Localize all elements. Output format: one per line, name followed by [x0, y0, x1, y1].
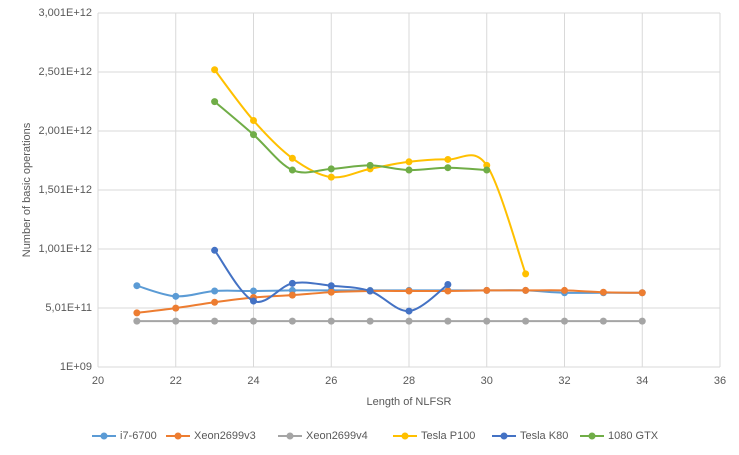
- y-tick-label: 2,501E+12: [38, 66, 92, 78]
- data-point: [211, 98, 219, 106]
- data-point: [250, 317, 257, 325]
- data-point: [405, 307, 413, 315]
- legend-label: 1080 GTX: [608, 430, 659, 442]
- data-point: [405, 317, 413, 325]
- legend-marker: [174, 432, 182, 440]
- legend-label: Xeon2699v4: [306, 430, 368, 442]
- x-tick-label: 26: [325, 375, 337, 387]
- data-point: [133, 317, 141, 325]
- data-point: [483, 317, 491, 325]
- data-point: [561, 317, 568, 325]
- data-point: [522, 286, 530, 294]
- data-point: [638, 317, 646, 325]
- data-point: [211, 66, 219, 74]
- data-point: [211, 298, 219, 306]
- data-point: [599, 288, 607, 296]
- x-axis-title: Length of NLFSR: [367, 396, 452, 408]
- data-point: [444, 317, 452, 325]
- data-point: [444, 164, 452, 172]
- data-point: [599, 317, 607, 325]
- data-point: [288, 279, 296, 287]
- y-tick-label: 1E+09: [60, 361, 92, 373]
- legend-label: Tesla K80: [520, 430, 568, 442]
- data-point: [366, 317, 374, 325]
- x-tick-label: 22: [170, 375, 182, 387]
- data-point: [288, 166, 296, 174]
- legend-label: Tesla P100: [421, 430, 475, 442]
- data-point: [288, 154, 296, 162]
- y-tick-label: 2,001E+12: [38, 125, 92, 137]
- x-tick-label: 32: [558, 375, 570, 387]
- data-point: [483, 286, 491, 294]
- data-point: [250, 116, 257, 124]
- data-point: [133, 309, 141, 317]
- data-point: [250, 287, 257, 295]
- data-point: [172, 292, 180, 300]
- data-point: [288, 291, 296, 299]
- y-tick-label: 1,001E+12: [38, 243, 92, 255]
- x-tick-label: 28: [403, 375, 415, 387]
- x-tick-label: 24: [247, 375, 259, 387]
- data-point: [522, 317, 530, 325]
- data-point: [638, 289, 646, 297]
- y-tick-label: 1,501E+12: [38, 184, 92, 196]
- legend-marker: [100, 432, 108, 440]
- y-axis-title: Number of basic operations: [21, 122, 33, 257]
- data-point: [250, 297, 257, 305]
- x-tick-label: 20: [92, 375, 104, 387]
- data-point: [366, 161, 374, 169]
- data-point: [133, 282, 141, 290]
- legend-label: i7-6700: [120, 430, 157, 442]
- data-point: [211, 317, 219, 325]
- legend-marker: [401, 432, 409, 440]
- y-tick-label: 3,001E+12: [38, 7, 92, 19]
- data-point: [211, 287, 219, 295]
- data-point: [483, 166, 491, 174]
- legend-marker: [588, 432, 596, 440]
- data-point: [366, 287, 374, 295]
- legend-marker: [286, 432, 294, 440]
- y-tick-label: 5,01E+11: [45, 302, 92, 314]
- data-point: [327, 165, 335, 173]
- data-point: [327, 317, 335, 325]
- data-point: [327, 173, 335, 181]
- data-point: [405, 166, 413, 174]
- data-point: [327, 288, 335, 296]
- data-point: [250, 131, 257, 139]
- data-point: [405, 158, 413, 166]
- legend-label: Xeon2699v3: [194, 430, 256, 442]
- x-tick-label: 34: [636, 375, 648, 387]
- data-point: [211, 246, 219, 254]
- data-point: [522, 270, 530, 278]
- data-point: [172, 317, 180, 325]
- data-point: [561, 286, 568, 294]
- data-point: [405, 287, 413, 295]
- data-point: [444, 281, 452, 289]
- data-point: [444, 155, 452, 163]
- legend-marker: [500, 432, 508, 440]
- data-point: [327, 282, 335, 290]
- data-point: [172, 304, 180, 312]
- data-point: [288, 317, 296, 325]
- data-point: [444, 287, 452, 295]
- x-tick-label: 36: [714, 375, 726, 387]
- x-tick-label: 30: [481, 375, 493, 387]
